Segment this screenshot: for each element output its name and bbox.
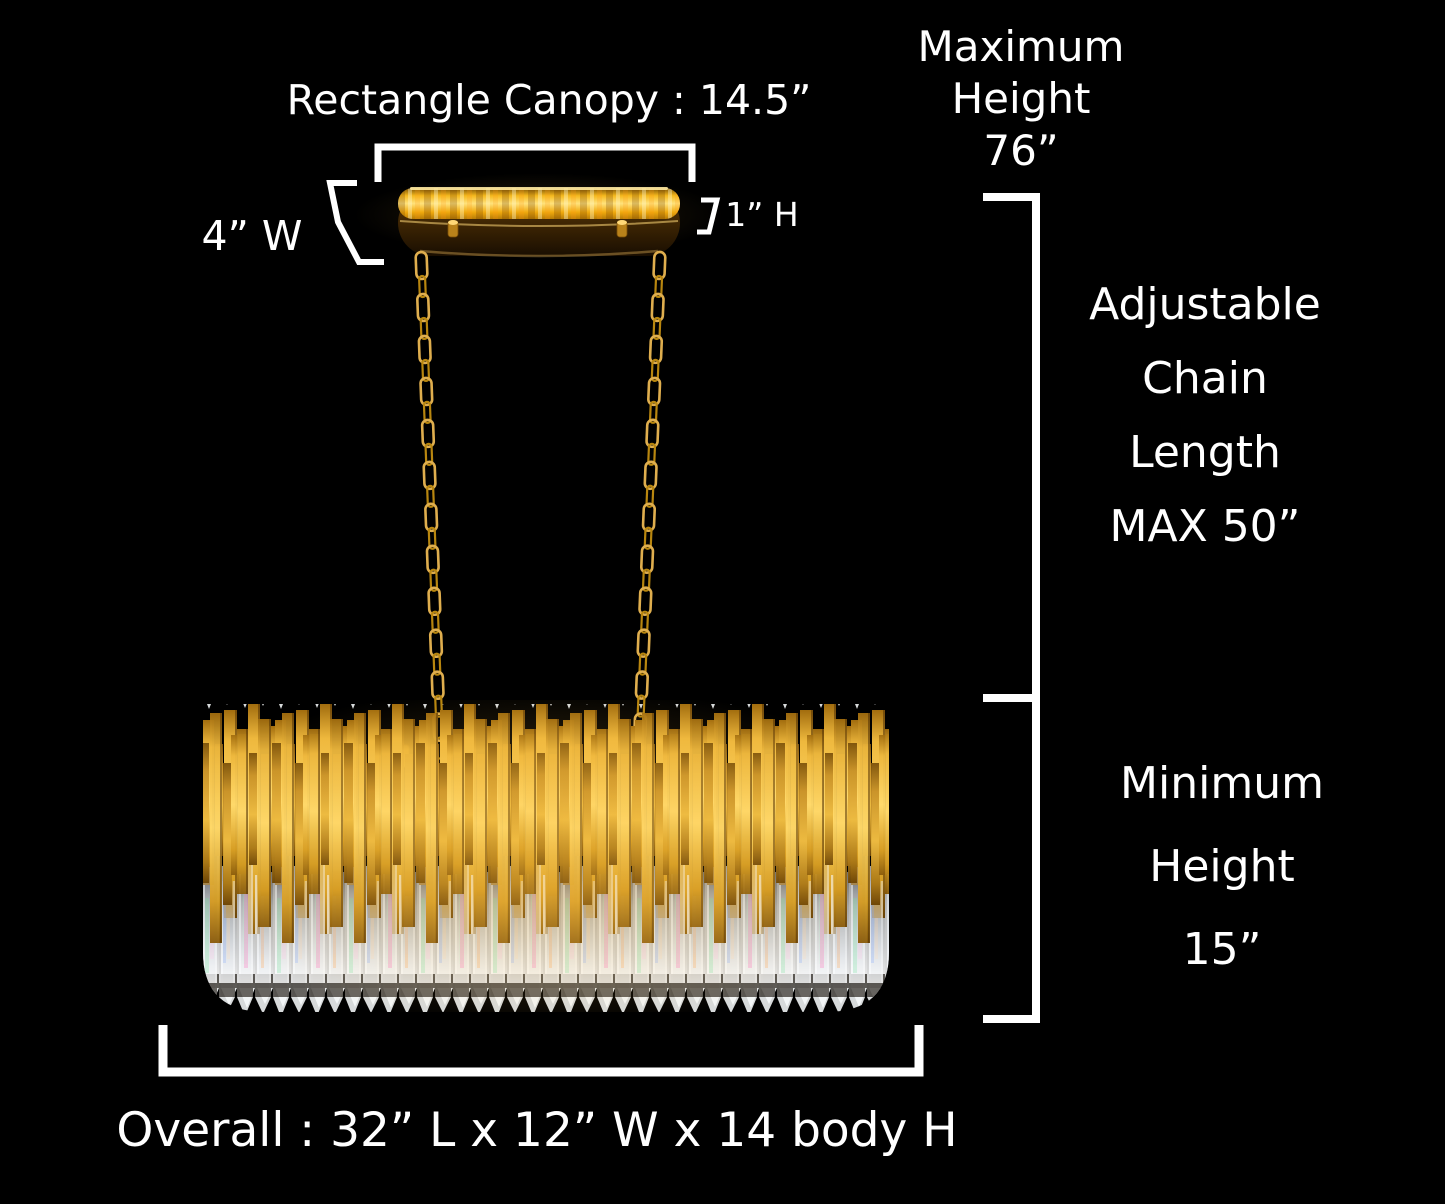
canopy-screw [447,220,459,238]
chain-length-label: Adjustable Chain Length MAX 50” [1089,279,1321,552]
overall-size-label: Overall : 32” L x 12” W x 14 body H [116,1103,958,1158]
max-height-label: Maximum Height 76” [917,22,1125,175]
crystal-warm-glow [216,770,876,1012]
canopy [354,173,724,258]
canopy-width-bracket [326,180,384,265]
chain-right [631,250,667,761]
measurement-brackets [158,143,1040,1077]
canopy-height-label: 1” H [725,195,799,234]
canopy-height-bracket [697,197,721,235]
overall-length-bracket [158,1025,924,1077]
min-height-label: Minimum Height 15” [1120,758,1324,975]
canopy-length-bracket [374,143,696,182]
height-dimension-bracket [983,193,1040,1023]
chandelier-body [203,700,889,1012]
chain-left [414,250,448,761]
canopy-size-label: Rectangle Canopy : 14.5” [286,76,812,124]
canopy-screw [616,220,628,238]
canopy-width-label: 4” W [201,212,303,260]
